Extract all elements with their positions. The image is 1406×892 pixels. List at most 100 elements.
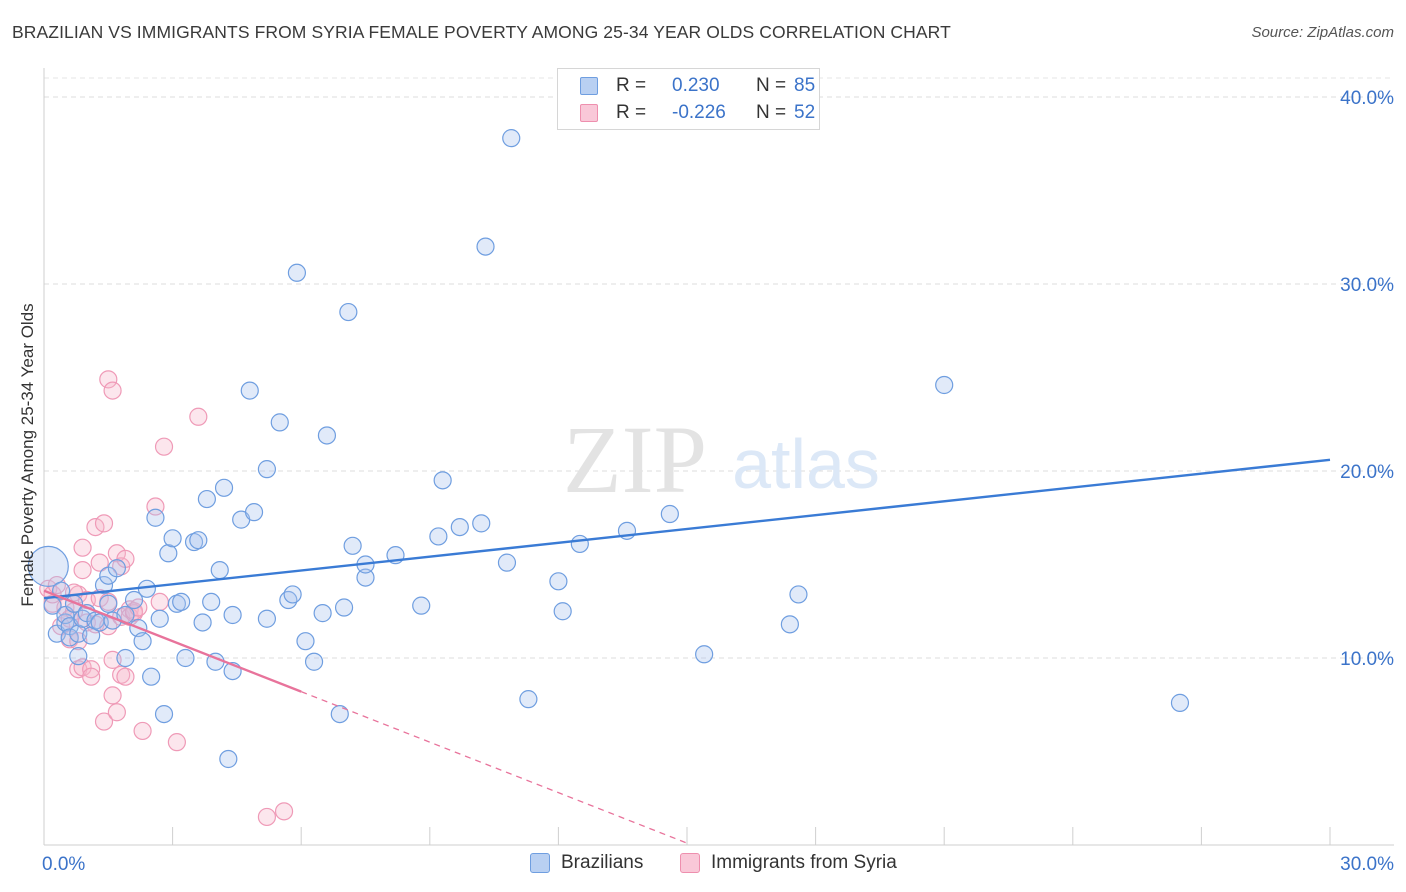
bottom-legend-swatch-brazilians [530, 853, 550, 873]
axes [43, 68, 1394, 846]
brazilian-point [304, 652, 324, 671]
brazilian-point [270, 413, 289, 432]
source-label: Source: ZipAtlas.com [1251, 24, 1394, 41]
brazilian-point [334, 598, 354, 617]
trend-line-brazilians [43, 458, 1331, 600]
trend-lines [43, 458, 1331, 844]
syria-point [73, 538, 92, 557]
brazilian-point [69, 647, 88, 666]
brazilian-point [502, 129, 521, 148]
y-tick-label: 30.0% [1340, 275, 1394, 296]
bottom-legend-swatch-syria [680, 853, 700, 873]
syria-point [154, 437, 174, 456]
bottom-legend-label: Immigrants from Syria [711, 852, 897, 873]
syria-point [103, 686, 122, 705]
brazilian-point [429, 527, 448, 546]
watermark-atlas: atlas [732, 425, 880, 503]
brazilian-point [163, 529, 182, 548]
syria-point [82, 667, 101, 686]
brazilian-point [27, 545, 69, 587]
brazilian-point [197, 489, 216, 509]
brazilian-point [317, 426, 337, 445]
syria-point [274, 802, 294, 821]
brazilian-point [412, 596, 431, 615]
syria-point [150, 592, 169, 612]
brazilian-point [450, 517, 469, 537]
brazilian-point [789, 585, 808, 604]
brazilian-point [313, 604, 332, 623]
syria-point [107, 703, 126, 722]
syria-point [189, 407, 208, 426]
brazilian-point [287, 263, 307, 282]
brazilian-point [935, 375, 954, 395]
syria-point [82, 660, 101, 679]
syria-point [90, 553, 109, 572]
brazilian-point [133, 632, 152, 651]
legend-n-label: N = [756, 75, 787, 96]
trend-line-syria [300, 691, 688, 844]
x-tick-label: 0.0% [42, 854, 85, 875]
brazilian-point [257, 460, 277, 479]
brazilian-point [107, 559, 126, 578]
legend-r-label: R = [616, 102, 647, 123]
legend-n-value: 52 [794, 102, 816, 123]
y-tick-label: 40.0% [1340, 88, 1394, 109]
bottom-legend-label: Brazilians [561, 852, 644, 873]
brazilian-point [82, 626, 101, 645]
brazilian-point [116, 648, 135, 668]
brazilian-point [339, 302, 358, 322]
brazilian-point [343, 536, 362, 555]
brazilian-point [780, 615, 799, 634]
syria-point [167, 733, 186, 752]
brazilian-point [146, 508, 165, 527]
brazilian-point [219, 749, 238, 769]
brazilian-point [549, 572, 568, 591]
legend-r-label: R = [616, 75, 647, 96]
x-tick-label: 30.0% [1340, 854, 1394, 875]
brazilian-point [553, 602, 572, 621]
brazilian-point [142, 667, 161, 686]
brazilian-point [244, 503, 264, 522]
y-tick-label: 10.0% [1340, 649, 1394, 670]
brazilian-point [193, 613, 212, 632]
brazilian-point [283, 585, 302, 604]
brazilian-point [240, 381, 259, 400]
brazilian-point [159, 544, 178, 563]
brazilian-point [433, 471, 452, 490]
brazilian-point [472, 514, 491, 533]
brazilian-point [210, 561, 229, 580]
y-tick-label: 20.0% [1340, 462, 1394, 483]
syria-point [133, 721, 152, 741]
syria-point [99, 370, 118, 389]
watermark-zip: ZIP [563, 406, 707, 513]
brazilian-point [330, 704, 349, 724]
brazilian-point [497, 553, 517, 572]
syria-point [94, 514, 114, 533]
brazilian-point [99, 594, 118, 613]
trend-line-syria [43, 589, 302, 693]
brazilian-point [202, 592, 221, 612]
brazilian-point [124, 590, 144, 610]
grid-lines [44, 77, 1390, 659]
legend-swatch-syria [580, 104, 598, 122]
brazilian-point [214, 478, 234, 497]
legend-n-label: N = [756, 102, 787, 123]
syria-point [257, 807, 277, 827]
syria-point [73, 561, 92, 580]
syria-point [116, 667, 135, 686]
brazilian-point [154, 704, 174, 724]
chart-title: BRAZILIAN VS IMMIGRANTS FROM SYRIA FEMAL… [12, 22, 951, 42]
legend-r-value: 0.230 [672, 75, 720, 96]
legend-swatch-brazilians [580, 77, 598, 95]
brazilian-point [1170, 693, 1190, 712]
brazilian-point [476, 237, 495, 256]
brazilian-point [570, 534, 589, 554]
legend-r-value: -0.226 [672, 102, 726, 123]
brazilian-point [695, 645, 714, 664]
y-axis-label: Female Poverty Among 25-34 Year Olds [18, 303, 37, 607]
brazilian-point [519, 690, 538, 709]
brazilian-point [257, 609, 277, 628]
brazilian-point [223, 605, 242, 625]
legend-n-value: 85 [794, 75, 816, 96]
